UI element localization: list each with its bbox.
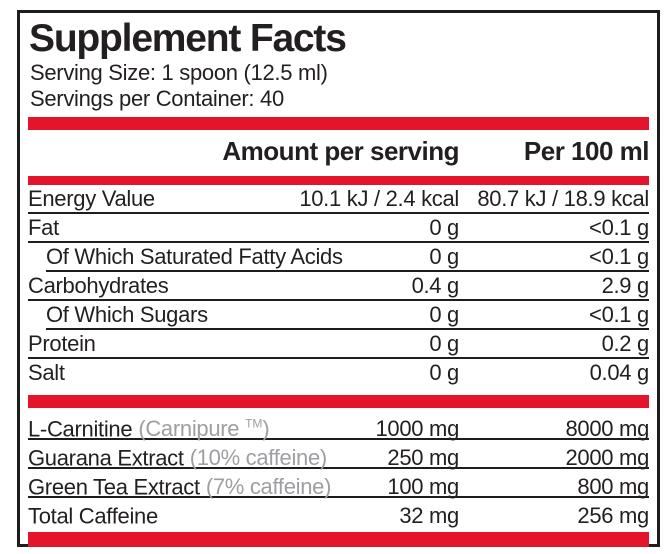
table-row-sugars: Of Which Sugars 0 g <0.1 g — [46, 301, 649, 330]
column-header-amount-per-serving: Amount per serving — [222, 136, 459, 166]
nutrient-per-100ml: <0.1 g — [589, 244, 649, 269]
table-row-salt: Salt 0 g 0.04 g — [28, 359, 649, 388]
nutrient-per-100ml: <0.1 g — [589, 215, 649, 240]
red-divider-top — [28, 117, 649, 130]
nutrient-name: Carbohydrates — [28, 273, 169, 298]
ingredient-per-100ml: 256 mg — [577, 503, 649, 529]
table-row-green-tea-extract: Green Tea Extract (7% caffeine) 100 mg 80… — [28, 469, 649, 500]
nutrient-amount: 0 g — [429, 302, 459, 327]
nutrient-amount: 0 g — [429, 360, 459, 385]
ingredient-per-100ml: 2000 mg — [565, 445, 649, 471]
nutrient-per-100ml: <0.1 g — [589, 302, 649, 327]
ingredient-note: (7% caffeine) — [205, 474, 332, 500]
table-row-saturated-fatty-acids: Of Which Saturated Fatty Acids 0 g <0.1 … — [46, 243, 649, 272]
table-header-row: Amount per serving Per 100 ml — [28, 130, 649, 176]
nutrient-amount: 10.1 kJ / 2.4 kcal — [299, 186, 459, 211]
ingredient-name-cell: Green Tea Extract (7% caffeine) — [28, 469, 331, 500]
nutrient-per-100ml: 2.9 g — [601, 273, 650, 298]
red-divider-middle — [28, 395, 649, 408]
nutrient-name: Of Which Saturated Fatty Acids — [46, 244, 343, 269]
table-row-l-carnitine: L-Carnitine (Carnipure TM) 1000 mg 8000 m… — [28, 411, 649, 442]
nutrient-per-100ml: 0.2 g — [601, 331, 650, 356]
table-row-carbohydrates: Carbohydrates 0.4 g 2.9 g — [28, 272, 649, 301]
ingredient-per-100ml: 8000 mg — [565, 416, 649, 442]
table-row-guarana-extract: Guarana Extract (10% caffeine) 250 mg 200… — [28, 440, 649, 471]
red-divider-bottom — [28, 532, 649, 547]
nutrient-name: Salt — [28, 360, 65, 385]
nutrient-name: Protein — [28, 331, 96, 356]
ingredient-name: Total Caffeine — [28, 503, 158, 529]
table-row-fat: Fat 0 g <0.1 g — [28, 214, 649, 243]
ingredient-name: Guarana Extract — [28, 445, 184, 471]
nutrient-amount: 0 g — [429, 331, 459, 356]
nutrient-per-100ml: 80.7 kJ / 18.9 kcal — [477, 186, 649, 211]
ingredient-amount: 1000 mg — [375, 416, 459, 442]
label-title: Supplement Facts — [29, 17, 347, 60]
ingredient-name-cell: L-Carnitine (Carnipure TM) — [28, 411, 309, 442]
servings-per-container-text: Servings per Container: 40 — [30, 86, 284, 111]
nutrient-name: Energy Value — [28, 186, 155, 211]
ingredient-amount: 32 mg — [399, 503, 459, 529]
ingredient-amount: 250 mg — [387, 445, 459, 471]
red-divider-header — [28, 176, 649, 185]
nutrient-amount: 0.4 g — [411, 273, 460, 298]
ingredient-name-cell: Total Caffeine — [28, 498, 309, 529]
ingredient-note: (Carnipure TM) — [138, 416, 270, 442]
table-row-total-caffeine: Total Caffeine 32 mg 256 mg — [28, 498, 649, 529]
ingredient-amount: 100 mg — [387, 474, 459, 500]
nutrient-amount: 0 g — [429, 244, 459, 269]
supplement-facts-label: Supplement Facts Serving Size: 1 spoon (… — [17, 10, 660, 547]
nutrient-name: Fat — [28, 215, 59, 240]
table-row-protein: Protein 0 g 0.2 g — [28, 330, 649, 359]
ingredient-per-100ml: 800 mg — [577, 474, 649, 500]
ingredient-name: Green Tea Extract — [28, 474, 200, 500]
table-row-energy-value: Energy Value 10.1 kJ / 2.4 kcal 80.7 kJ … — [28, 185, 649, 214]
column-header-per-100ml: Per 100 ml — [523, 136, 650, 166]
nutrient-amount: 0 g — [429, 215, 459, 240]
ingredient-note: (10% caffeine) — [189, 445, 328, 471]
nutrient-name: Of Which Sugars — [46, 302, 208, 327]
ingredient-name-cell: Guarana Extract (10% caffeine) — [28, 440, 327, 471]
nutrient-per-100ml: 0.04 g — [589, 360, 650, 385]
ingredient-name: L-Carnitine — [28, 416, 133, 442]
serving-size-text: Serving Size: 1 spoon (12.5 ml) — [30, 60, 328, 85]
